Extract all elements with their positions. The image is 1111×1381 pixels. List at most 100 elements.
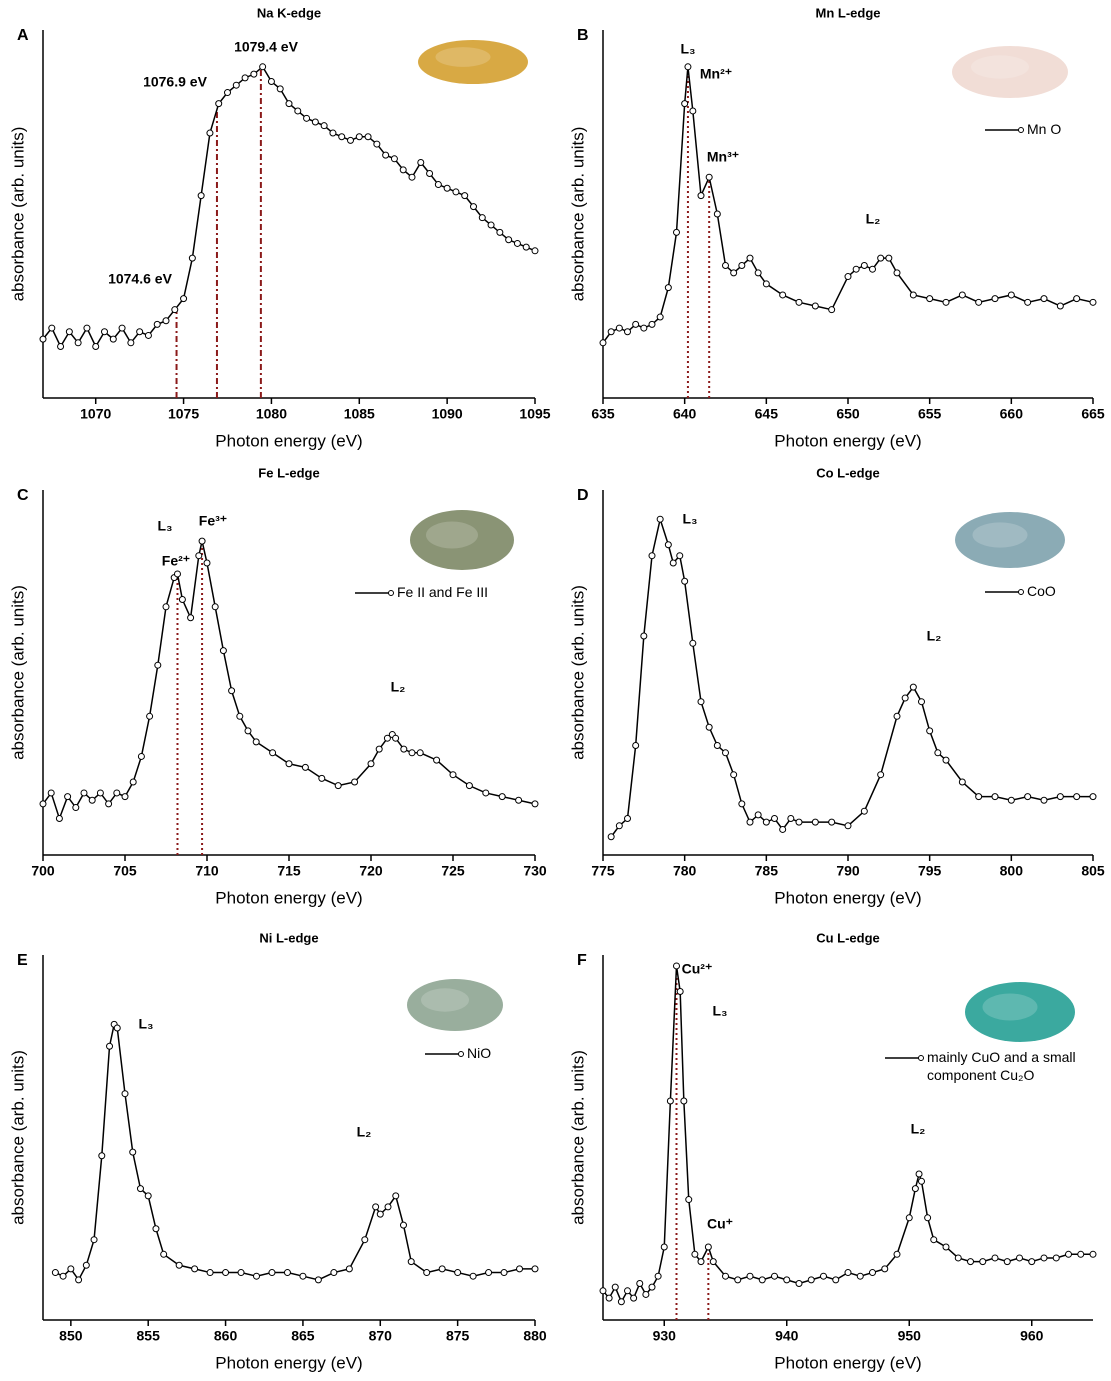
data-point bbox=[930, 1236, 938, 1244]
data-point bbox=[72, 804, 80, 812]
data-point bbox=[918, 698, 925, 706]
x-tick-label: 725 bbox=[441, 863, 465, 879]
data-point bbox=[364, 133, 372, 141]
data-point bbox=[180, 295, 188, 303]
data-point bbox=[461, 192, 469, 200]
data-point bbox=[915, 1170, 923, 1178]
x-tick-label: 930 bbox=[653, 1328, 677, 1344]
x-tick-label: 785 bbox=[755, 863, 779, 879]
data-point bbox=[669, 559, 677, 567]
data-point bbox=[713, 742, 721, 749]
data-point bbox=[178, 596, 186, 603]
data-point bbox=[787, 815, 795, 822]
data-point bbox=[259, 63, 267, 71]
data-point bbox=[636, 1280, 644, 1287]
sample-photo bbox=[410, 510, 514, 570]
data-point bbox=[485, 1269, 493, 1277]
data-point bbox=[417, 158, 425, 166]
data-point bbox=[137, 752, 145, 760]
data-point bbox=[828, 306, 836, 314]
data-point bbox=[408, 749, 416, 757]
data-point bbox=[860, 807, 868, 815]
data-point bbox=[746, 1272, 754, 1280]
data-point bbox=[607, 328, 615, 336]
data-point bbox=[1028, 1258, 1036, 1266]
sample-photo bbox=[965, 982, 1075, 1042]
panel: Ni L-edge E Photon energy (eV) absorbance (… bbox=[8, 930, 547, 1372]
data-point bbox=[531, 247, 539, 255]
x-tick-label: 950 bbox=[898, 1328, 922, 1344]
data-point bbox=[146, 712, 154, 720]
data-point bbox=[905, 1214, 913, 1222]
annotation: L₂ bbox=[927, 628, 942, 644]
data-point bbox=[926, 727, 934, 735]
x-tick-label: 720 bbox=[359, 863, 383, 879]
data-point bbox=[1056, 793, 1064, 801]
data-point bbox=[500, 1269, 508, 1277]
data-point bbox=[334, 782, 342, 790]
sample-photo bbox=[418, 40, 528, 84]
legend: mainly CuO and a small component Cu₂O bbox=[927, 1049, 1076, 1083]
panel-title: Fe L-edge bbox=[258, 465, 319, 480]
data-point bbox=[967, 1258, 974, 1266]
data-point bbox=[771, 1272, 778, 1280]
annotation: Cu²⁺ bbox=[682, 961, 713, 977]
y-axis-title: absorbance (arb. units) bbox=[568, 1050, 587, 1225]
data-point bbox=[758, 1276, 766, 1284]
x-tick-label: 655 bbox=[918, 406, 942, 422]
annotation: L₃ bbox=[712, 1003, 727, 1019]
data-point bbox=[498, 793, 506, 801]
data-point bbox=[680, 1097, 688, 1105]
data-point bbox=[121, 793, 129, 801]
x-tick-label: 850 bbox=[59, 1328, 83, 1344]
legend: Fe II and Fe III bbox=[397, 584, 489, 600]
data-point bbox=[856, 1272, 864, 1280]
data-point bbox=[80, 789, 88, 797]
data-point bbox=[911, 1185, 919, 1193]
annotation: L₃ bbox=[682, 511, 697, 527]
data-point bbox=[153, 320, 161, 328]
legend-label: Fe II and Fe III bbox=[397, 584, 489, 600]
data-point bbox=[516, 1265, 524, 1273]
data-point bbox=[807, 1276, 815, 1284]
data-point bbox=[347, 136, 354, 144]
data-point bbox=[705, 723, 713, 731]
data-point bbox=[373, 140, 381, 148]
data-point bbox=[505, 236, 513, 244]
x-tick-label: 880 bbox=[523, 1328, 547, 1344]
x-tick-label: 700 bbox=[31, 863, 55, 879]
data-point bbox=[642, 1290, 650, 1298]
x-tick-label: 1090 bbox=[432, 406, 463, 422]
data-point bbox=[211, 603, 219, 611]
panel-label: E bbox=[17, 952, 28, 969]
sample-photo bbox=[407, 979, 503, 1031]
x-tick-label: 940 bbox=[775, 1328, 799, 1344]
data-point bbox=[67, 1265, 75, 1273]
data-point bbox=[269, 749, 277, 757]
data-point bbox=[384, 1203, 392, 1211]
sample-photo-shade bbox=[421, 988, 469, 1012]
legend-label: mainly CuO and a small component Cu₂O bbox=[927, 1049, 1076, 1083]
data-point bbox=[173, 570, 181, 578]
data-point bbox=[433, 756, 441, 764]
data-point bbox=[611, 1283, 619, 1291]
data-point bbox=[285, 760, 293, 768]
data-point bbox=[660, 1243, 668, 1251]
legend: Mn O bbox=[1027, 121, 1061, 137]
data-point bbox=[924, 1214, 932, 1222]
data-point bbox=[478, 214, 486, 222]
data-point bbox=[909, 291, 917, 299]
data-point bbox=[664, 284, 672, 292]
data-point bbox=[136, 328, 144, 336]
data-point bbox=[113, 789, 121, 797]
data-point bbox=[783, 1276, 791, 1284]
data-point bbox=[991, 295, 999, 303]
data-point bbox=[615, 822, 623, 830]
legend: NiO bbox=[467, 1045, 491, 1061]
data-point bbox=[689, 639, 697, 647]
data-point bbox=[515, 796, 523, 804]
data-point bbox=[615, 324, 623, 332]
data-point bbox=[1052, 1254, 1060, 1262]
data-point bbox=[106, 1042, 114, 1050]
spectrum-line bbox=[602, 66, 1094, 344]
